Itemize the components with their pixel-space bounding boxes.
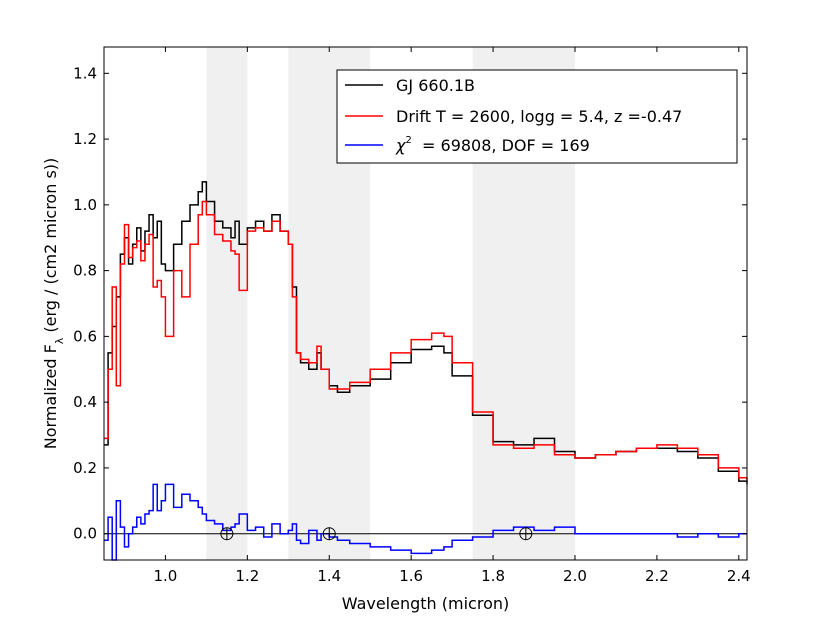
legend-label-observed: GJ 660.1B xyxy=(396,76,475,95)
x-axis-title: Wavelength (micron) xyxy=(342,594,509,613)
y-axis-title-prefix: Normalized F xyxy=(41,344,60,449)
telluric-marker-0 xyxy=(220,527,234,541)
x-tick-label-3: 1.6 xyxy=(399,567,423,585)
x-tick-label-1: 1.2 xyxy=(235,567,259,585)
y-tick-label-2: 0.4 xyxy=(73,393,97,411)
y-tick-label-7: 1.4 xyxy=(73,64,97,82)
y-tick-label-0: 0.0 xyxy=(73,525,97,543)
x-tick-label-2: 1.4 xyxy=(317,567,341,585)
x-tick-label-7: 2.4 xyxy=(727,567,751,585)
telluric-marker-2 xyxy=(519,527,533,541)
series-group xyxy=(104,181,748,561)
x-tick-label-0: 1.0 xyxy=(154,567,178,585)
telluric-markers xyxy=(220,527,533,541)
y-tick-label-6: 1.2 xyxy=(73,130,97,148)
y-tick-label-1: 0.2 xyxy=(73,459,97,477)
y-axis-title: Normalized Fλ (erg / (cm2 micron s)) xyxy=(41,158,66,450)
y-axis-title-subscript: λ xyxy=(53,337,66,344)
shaded-band-0 xyxy=(206,47,248,560)
legend: GJ 660.1B Drift T = 2600, logg = 5.4, z … xyxy=(336,69,738,164)
y-tick-label-5: 1.0 xyxy=(73,196,97,214)
y-tick-label-3: 0.6 xyxy=(73,327,97,345)
legend-residual-text: = 69808, DOF = 169 xyxy=(412,136,590,155)
x-tick-label-4: 1.8 xyxy=(481,567,505,585)
x-tick-label-5: 2.0 xyxy=(563,567,587,585)
y-axis-ticks: 0.0 0.2 0.4 0.6 0.8 1.0 1.2 1.4 xyxy=(73,64,747,543)
x-axis-ticks: 1.0 1.2 1.4 1.6 1.8 2.0 2.2 2.4 xyxy=(154,47,751,585)
y-tick-label-4: 0.8 xyxy=(73,262,97,280)
legend-label-residual: χ2 = 69808, DOF = 169 xyxy=(395,135,590,155)
series-line-2 xyxy=(104,483,747,561)
telluric-marker-1 xyxy=(322,527,336,541)
x-tick-label-6: 2.2 xyxy=(645,567,669,585)
plot-frame xyxy=(103,46,748,561)
legend-chi-symbol: χ xyxy=(395,136,406,155)
y-axis-title-suffix: (erg / (cm2 micron s)) xyxy=(41,158,60,338)
legend-chi-superscript: 2 xyxy=(405,135,411,146)
series-line-1 xyxy=(104,200,748,482)
legend-box xyxy=(336,69,738,164)
legend-label-model: Drift T = 2600, logg = 5.4, z =-0.47 xyxy=(396,107,682,126)
